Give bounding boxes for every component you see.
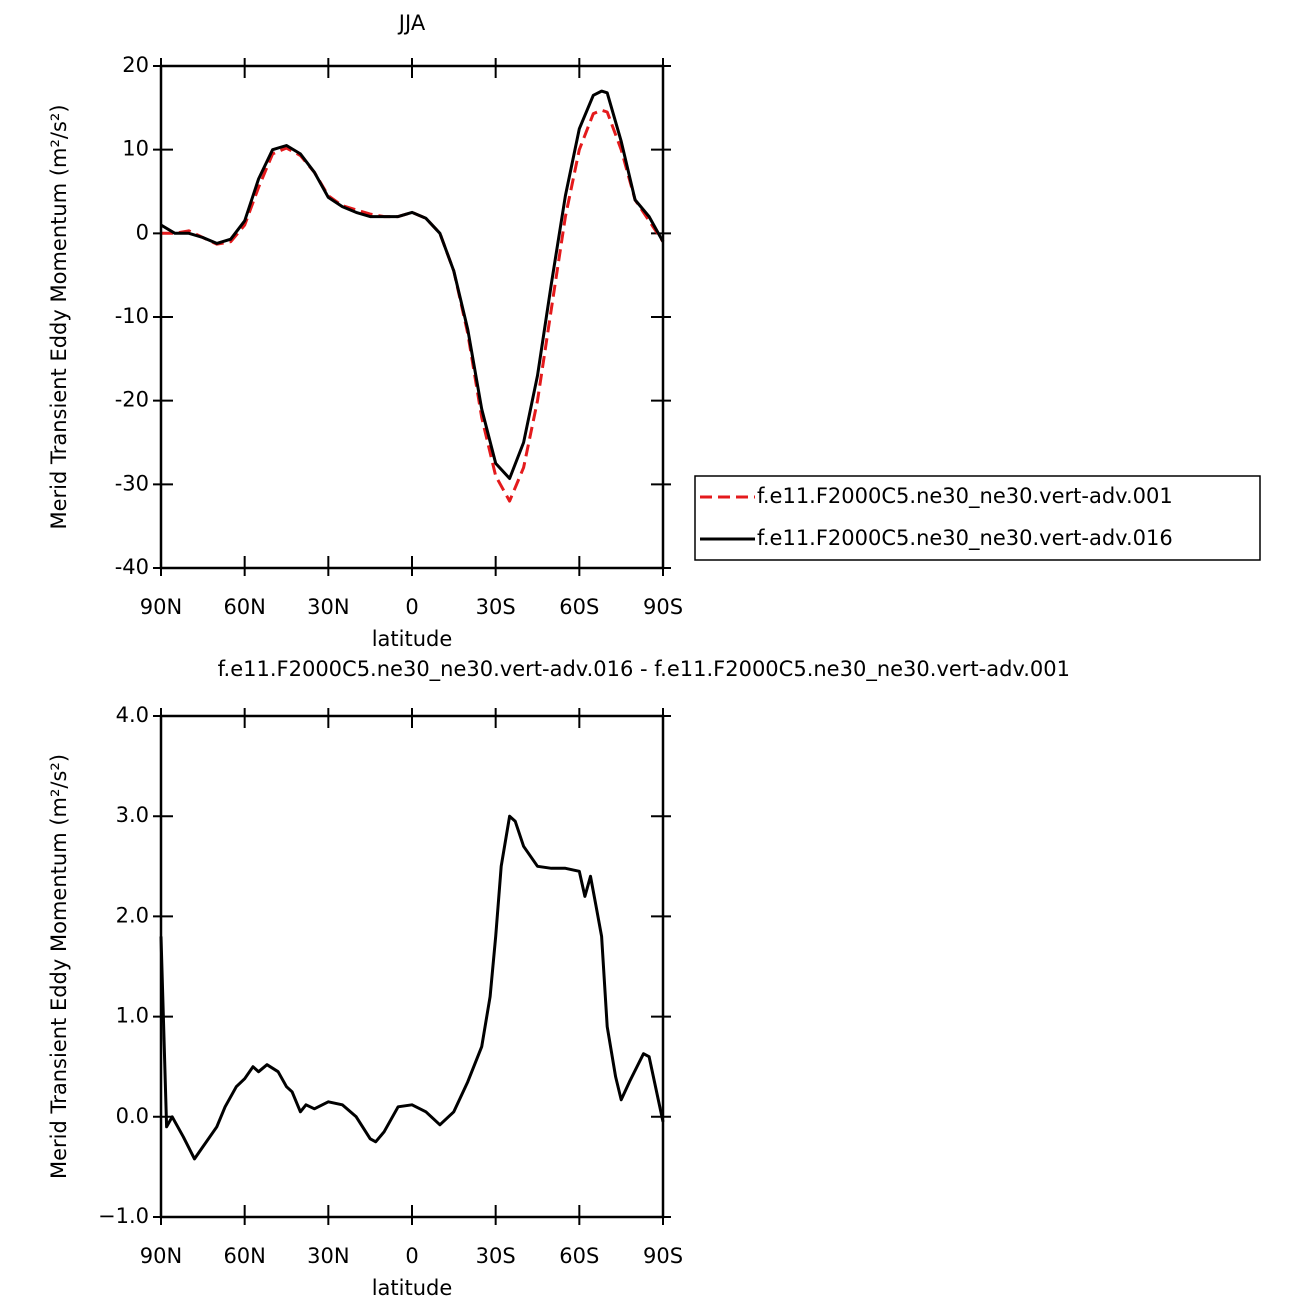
data-line bbox=[159, 814, 665, 1161]
data-line bbox=[161, 108, 665, 503]
x-tick-label: 30N bbox=[307, 1244, 349, 1268]
y-tick-label: 10 bbox=[122, 137, 149, 161]
x-tick-label: 90S bbox=[643, 595, 683, 619]
chart-title: JJA bbox=[397, 11, 426, 35]
data-line bbox=[160, 89, 665, 480]
x-tick-label: 30S bbox=[476, 595, 516, 619]
plot-frame bbox=[159, 64, 665, 570]
x-tick-label: 60S bbox=[559, 595, 599, 619]
y-tick-label: 0.0 bbox=[116, 1104, 149, 1128]
legend-label: f.e11.F2000C5.ne30_ne30.vert-adv.016 bbox=[757, 526, 1173, 551]
y-tick-label: -40 bbox=[115, 555, 149, 579]
y-tick-label: 2.0 bbox=[116, 903, 149, 927]
x-tick-label: 60N bbox=[223, 595, 265, 619]
x-tick-label: 30S bbox=[476, 1244, 516, 1268]
y-tick-label: −1.0 bbox=[98, 1204, 149, 1228]
plot-frame bbox=[159, 714, 665, 1219]
y-tick-label: 3.0 bbox=[116, 803, 149, 827]
x-tick-label: 60N bbox=[223, 1244, 265, 1268]
x-tick-label: 30N bbox=[307, 595, 349, 619]
y-tick-label: 20 bbox=[122, 53, 149, 77]
y-tick-label: 4.0 bbox=[116, 703, 149, 727]
x-tick-label: 90N bbox=[140, 595, 182, 619]
chart-title: f.e11.F2000C5.ne30_ne30.vert-adv.016 - f… bbox=[218, 657, 1070, 682]
y-tick-label: -10 bbox=[115, 304, 149, 328]
x-tick-label: 90N bbox=[140, 1244, 182, 1268]
x-axis-label: latitude bbox=[372, 627, 453, 651]
y-axis-label: Merid Transient Eddy Momentum (m²/s²) bbox=[47, 104, 71, 529]
x-axis-label: latitude bbox=[372, 1276, 453, 1300]
y-tick-label: -30 bbox=[115, 471, 149, 495]
x-tick-label: 60S bbox=[559, 1244, 599, 1268]
x-tick-label: 0 bbox=[405, 1244, 418, 1268]
y-axis-label: Merid Transient Eddy Momentum (m²/s²) bbox=[47, 754, 71, 1179]
y-tick-label: 0 bbox=[136, 220, 149, 244]
legend-label: f.e11.F2000C5.ne30_ne30.vert-adv.001 bbox=[757, 484, 1173, 509]
y-tick-label: -20 bbox=[115, 388, 149, 412]
x-tick-label: 0 bbox=[405, 595, 418, 619]
x-tick-label: 90S bbox=[643, 1244, 683, 1268]
y-tick-label: 1.0 bbox=[116, 1004, 149, 1028]
legend-box bbox=[694, 475, 1261, 561]
